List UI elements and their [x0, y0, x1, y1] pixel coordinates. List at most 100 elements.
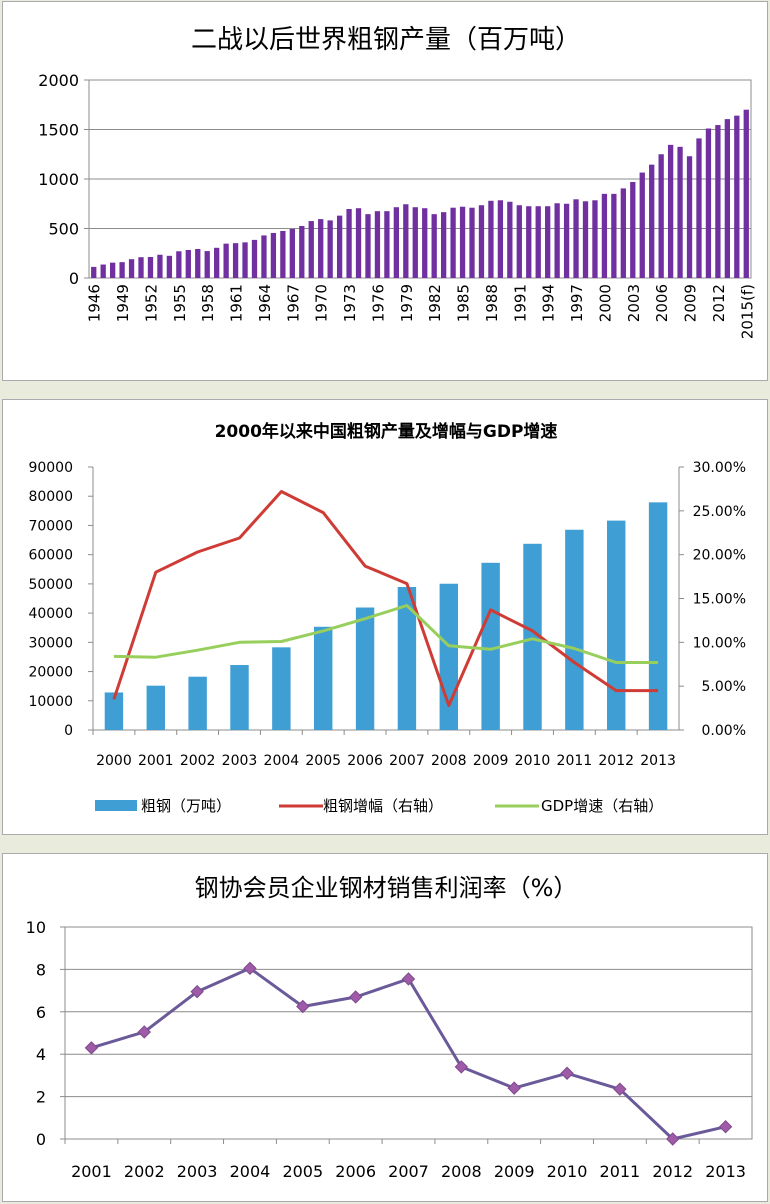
- bar: [104, 692, 124, 730]
- y-tick-label: 2000: [38, 71, 79, 90]
- bar: [403, 204, 409, 278]
- y-tick-label: 40000: [28, 606, 73, 622]
- y-tick-label-right: 25.00%: [693, 504, 746, 520]
- bar: [314, 626, 333, 730]
- bar: [601, 193, 608, 278]
- x-tick-label: 2003: [625, 284, 643, 322]
- x-tick-label: 2002: [124, 1162, 165, 1181]
- profit-margin-chart: 钢协会员企业钢材销售利润率（%） 0 2 4 6 8 10 2001 2002 2003 2004…: [26, 874, 753, 1181]
- x-tick-label: 1985: [455, 284, 473, 322]
- bar: [232, 243, 239, 278]
- bar: [667, 144, 674, 278]
- china-steel-chart: 2000年以来中国粗钢产量及增幅与GDP增速 0 10000 20000 30000 4…: [28, 421, 746, 815]
- x-tick-label: 2002: [180, 753, 216, 769]
- x-tick-label: 1994: [540, 284, 558, 322]
- legend-swatch-bar: [95, 800, 137, 811]
- bar: [630, 181, 636, 278]
- y-tick-label: 1500: [38, 121, 79, 140]
- bar: [188, 676, 207, 730]
- bar: [157, 254, 163, 278]
- y-tick-label: 10: [26, 918, 46, 937]
- bar: [318, 219, 324, 278]
- bar: [128, 259, 135, 278]
- y-tick-label: 70000: [28, 518, 73, 534]
- bar: [648, 502, 668, 730]
- x-tick-label: 1967: [284, 284, 302, 322]
- bar: [147, 257, 154, 278]
- y-tick-label: 80000: [28, 489, 73, 505]
- x-tick-label: 1961: [228, 284, 246, 322]
- bar: [270, 232, 277, 278]
- x-tick-label: 2004: [230, 1162, 271, 1181]
- x-tick-label: 1997: [568, 284, 586, 322]
- x-tick-label: 2007: [389, 753, 425, 769]
- bar: [507, 201, 513, 278]
- bar: [715, 125, 721, 278]
- x-tick-label: 1970: [313, 284, 331, 322]
- bar: [195, 248, 201, 278]
- bar: [185, 249, 191, 278]
- bar: [251, 239, 258, 278]
- bar: [223, 243, 229, 278]
- plot-area: [64, 926, 753, 1140]
- bar: [308, 221, 314, 278]
- data-point-marker: [507, 1081, 521, 1095]
- bar: [176, 251, 182, 278]
- bar: [393, 207, 400, 278]
- y-tick-label-right: 20.00%: [693, 548, 746, 564]
- data-point-marker: [401, 972, 416, 986]
- y-tick-label: 50000: [28, 577, 73, 593]
- bar: [481, 562, 500, 730]
- x-tick-label: 2000: [96, 753, 132, 769]
- x-tick-label: 1988: [483, 284, 501, 322]
- y-tick-label: 6: [36, 1003, 46, 1022]
- bar: [365, 214, 371, 278]
- bar: [459, 206, 466, 278]
- x-tick-label: 2010: [515, 753, 551, 769]
- y-tick-label: 20000: [28, 665, 73, 681]
- bar: [743, 109, 749, 278]
- bar: [397, 587, 417, 730]
- bar: [469, 207, 475, 278]
- x-tick-label: 2006: [347, 753, 383, 769]
- y-tick-label: 4: [36, 1045, 46, 1064]
- x-tick-label: 1973: [341, 284, 359, 322]
- y-tick-label: 60000: [28, 548, 73, 564]
- bar: [289, 228, 295, 278]
- x-tick-label: 2009: [494, 1162, 535, 1181]
- bar: [422, 208, 428, 278]
- x-tick-label: 2006: [335, 1162, 376, 1181]
- chart-panel-profit-margin: 钢协会员企业钢材销售利润率（%） 0 2 4 6 8 10 2001 2002 2003 2004…: [2, 853, 768, 1202]
- x-tick-label: 1979: [398, 284, 416, 322]
- x-tick-label: 2008: [431, 753, 467, 769]
- y-tick-label: 90000: [28, 460, 73, 476]
- data-point-marker: [296, 999, 310, 1014]
- x-tick-label: 2010: [547, 1162, 588, 1181]
- data-point-marker: [243, 961, 257, 976]
- chart-title: 二战以后世界粗钢产量（百万吨）: [191, 25, 581, 55]
- y-tick-label-right: 5.00%: [702, 679, 746, 695]
- bar: [639, 172, 645, 278]
- bar: [109, 262, 116, 278]
- bar: [705, 128, 712, 278]
- bar: [336, 215, 343, 278]
- x-tick-label: 2005: [282, 1162, 323, 1181]
- x-tick-label: 2011: [557, 753, 593, 769]
- x-tick-label: 2012: [710, 284, 728, 322]
- series-line: [113, 604, 659, 664]
- data-point-marker: [84, 1041, 99, 1055]
- x-tick-label: 2007: [388, 1162, 429, 1181]
- bar: [478, 205, 485, 278]
- bar: [146, 685, 165, 730]
- x-tick-label: 2012: [598, 753, 634, 769]
- x-tick-label: 2013: [640, 753, 676, 769]
- bar: [526, 206, 532, 278]
- x-tick-label: 1949: [114, 284, 132, 322]
- bar: [204, 251, 210, 278]
- x-tick-label: 2006: [653, 284, 671, 322]
- bar: [374, 211, 381, 278]
- bar: [582, 201, 589, 278]
- x-tick-label: 1946: [86, 284, 104, 322]
- bar: [100, 264, 106, 278]
- x-tick-label: 2009: [473, 753, 509, 769]
